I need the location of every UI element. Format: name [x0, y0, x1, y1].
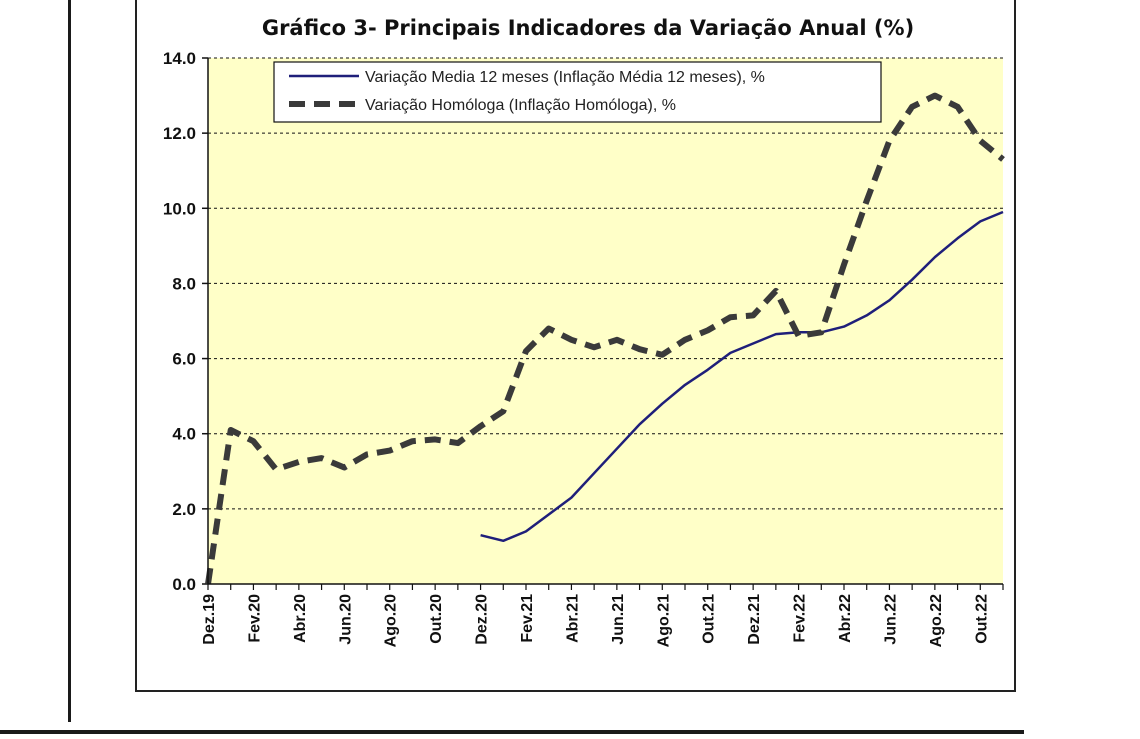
y-tick-label: 10.0 [163, 199, 196, 218]
left-border-rule [68, 0, 71, 722]
y-tick-label: 14.0 [163, 49, 196, 68]
x-tick-label: Dez.20 [474, 594, 491, 645]
x-tick-label: Abr.20 [292, 594, 309, 643]
x-tick-label: Dez.21 [746, 594, 763, 645]
x-tick-label: Ago.22 [928, 594, 945, 647]
series-line-homologa [205, 92, 1005, 585]
chart-title: Gráfico 3- Principais Indicadores da Var… [262, 16, 914, 40]
y-tick-label: 8.0 [172, 274, 196, 293]
x-tick-label: Abr.22 [837, 594, 854, 643]
x-tick-label: Jun.20 [337, 594, 354, 645]
cropped-edge-text [0, 140, 8, 164]
legend: Variação Media 12 meses (Inflação Média … [273, 61, 882, 123]
x-tick-label: Out.21 [701, 594, 718, 644]
y-tick-label: 0.0 [172, 575, 196, 594]
y-tick-label: 6.0 [172, 350, 196, 369]
x-tick-label: Jun.22 [882, 594, 899, 645]
series-line-media-12-meses [480, 210, 1004, 543]
y-tick-label: 2.0 [172, 500, 196, 519]
x-tick-label: Ago.21 [655, 594, 672, 647]
x-tick-label: Jun.21 [610, 594, 627, 645]
legend-box [273, 61, 882, 123]
chart-frame: Gráfico 3- Principais Indicadores da Var… [135, 0, 1016, 692]
x-tick-label: Fev.20 [246, 594, 263, 643]
x-tick-label: Fev.22 [792, 594, 809, 643]
legend-label: Variação Media 12 meses (Inflação Média … [365, 69, 765, 86]
y-tick-label: 12.0 [163, 124, 196, 143]
bottom-border-rule [0, 730, 1024, 734]
line-chart: Gráfico 3- Principais Indicadores da Var… [163, 16, 1005, 647]
x-tick-label: Out.20 [428, 594, 445, 644]
x-tick-label: Abr.21 [564, 594, 581, 643]
x-tick-label: Out.22 [973, 594, 990, 644]
cropped-edge-text [0, 270, 8, 294]
x-tick-label: Fev.21 [519, 594, 536, 643]
y-tick-label: 4.0 [172, 425, 196, 444]
cropped-edge-text [0, 200, 8, 224]
x-tick-label: Ago.20 [383, 594, 400, 647]
legend-label: Variação Homóloga (Inflação Homóloga), % [365, 97, 676, 114]
x-tick-label: Dez.19 [201, 594, 218, 645]
plot-area [208, 58, 1003, 584]
cropped-edge-text [0, 335, 8, 359]
